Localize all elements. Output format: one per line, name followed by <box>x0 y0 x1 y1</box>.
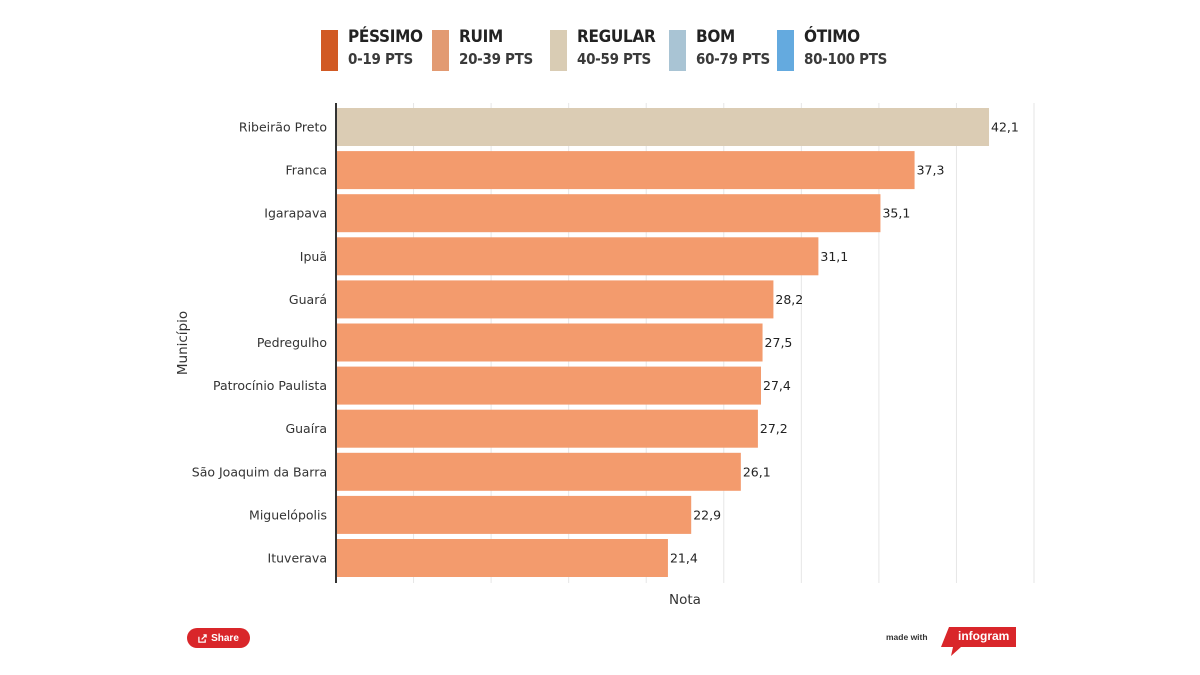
brand-badge-shape <box>941 627 1016 656</box>
category-label: Ituverava <box>268 551 327 566</box>
legend-range: 20-39 PTS <box>459 50 533 68</box>
data-label: 37,3 <box>917 163 945 178</box>
legend-swatch <box>321 30 338 71</box>
legend-title: PÉSSIMO <box>348 27 423 47</box>
bar[interactable] <box>337 151 915 190</box>
category-label: Ipuã <box>300 249 327 264</box>
data-label: 31,1 <box>820 249 848 264</box>
share-button[interactable]: Share <box>187 628 250 648</box>
bar[interactable] <box>337 495 692 534</box>
category-label: Franca <box>285 163 327 178</box>
legend-swatch <box>669 30 686 71</box>
x-axis-title: Nota <box>669 592 701 608</box>
bar[interactable] <box>337 366 762 405</box>
category-label: Miguelópolis <box>249 507 327 522</box>
made-with-text: made with <box>886 632 928 642</box>
legend-swatch <box>432 30 449 71</box>
infogram-logo[interactable]: infogram <box>941 627 1016 657</box>
legend-range: 0-19 PTS <box>348 50 413 68</box>
bar[interactable] <box>337 539 668 577</box>
data-label: 35,1 <box>882 206 910 221</box>
data-label: 27,2 <box>760 421 788 436</box>
data-label: 22,9 <box>693 507 721 522</box>
legend-swatch <box>777 30 794 71</box>
data-label: 28,2 <box>775 292 803 307</box>
category-label: Guará <box>289 292 327 307</box>
data-label: 27,4 <box>763 378 791 393</box>
legend-range: 60-79 PTS <box>696 50 770 68</box>
legend-title: BOM <box>696 27 735 47</box>
category-label: Igarapava <box>264 206 327 221</box>
bar[interactable] <box>337 323 763 362</box>
category-label: São Joaquim da Barra <box>192 464 327 479</box>
legend-range: 80-100 PTS <box>804 50 888 68</box>
category-label: Ribeirão Preto <box>239 120 327 135</box>
bar[interactable] <box>337 452 741 491</box>
category-label: Patrocínio Paulista <box>213 378 327 393</box>
bar[interactable] <box>337 194 881 233</box>
legend-title: RUIM <box>459 27 503 47</box>
labels: Ribeirão Preto 42,1 Franca 37,3 Igarapava 35,… <box>192 120 1019 566</box>
share-icon <box>198 633 207 643</box>
legend-title: REGULAR <box>577 27 656 47</box>
data-label: 21,4 <box>670 551 698 566</box>
y-axis-title: Município <box>175 311 191 375</box>
legend-title: ÓTIMO <box>804 27 860 47</box>
bar[interactable] <box>337 280 774 319</box>
legend-swatch <box>550 30 567 71</box>
data-label: 42,1 <box>991 120 1019 135</box>
brand-text: infogram <box>958 629 1010 643</box>
bar[interactable] <box>337 108 990 146</box>
share-label: Share <box>211 632 239 644</box>
category-label: Guaíra <box>285 421 327 436</box>
category-label: Pedregulho <box>257 335 327 350</box>
data-label: 27,5 <box>765 335 793 350</box>
data-label: 26,1 <box>743 464 771 479</box>
bar[interactable] <box>337 237 819 276</box>
legend-range: 40-59 PTS <box>577 50 651 68</box>
bars <box>337 108 990 577</box>
bar[interactable] <box>337 409 758 448</box>
